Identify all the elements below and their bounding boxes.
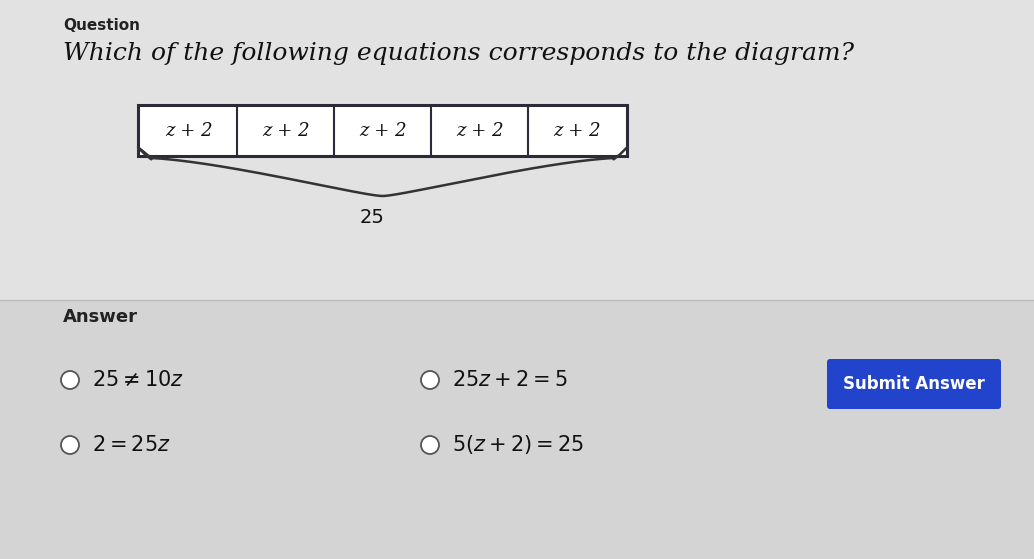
Text: z + 2: z + 2	[262, 121, 309, 140]
Text: $5(z + 2) = 25$: $5(z + 2) = 25$	[452, 433, 584, 457]
FancyBboxPatch shape	[0, 300, 1034, 559]
Circle shape	[61, 436, 79, 454]
Text: $25 \neq 10z$: $25 \neq 10z$	[92, 370, 184, 390]
Text: Which of the following equations corresponds to the diagram?: Which of the following equations corresp…	[63, 42, 854, 65]
Text: Submit Answer: Submit Answer	[843, 375, 985, 393]
Circle shape	[421, 436, 439, 454]
Circle shape	[421, 371, 439, 389]
Text: Answer: Answer	[63, 308, 138, 326]
Circle shape	[61, 371, 79, 389]
Text: $25z + 2 = 5$: $25z + 2 = 5$	[452, 370, 568, 390]
Text: z + 2: z + 2	[456, 121, 504, 140]
Text: z + 2: z + 2	[164, 121, 212, 140]
Text: $2 = 25z$: $2 = 25z$	[92, 435, 171, 455]
Text: Question: Question	[63, 18, 140, 33]
Text: z + 2: z + 2	[359, 121, 406, 140]
FancyBboxPatch shape	[827, 359, 1001, 409]
FancyBboxPatch shape	[138, 105, 627, 156]
Text: 25: 25	[360, 208, 385, 227]
Text: z + 2: z + 2	[553, 121, 601, 140]
